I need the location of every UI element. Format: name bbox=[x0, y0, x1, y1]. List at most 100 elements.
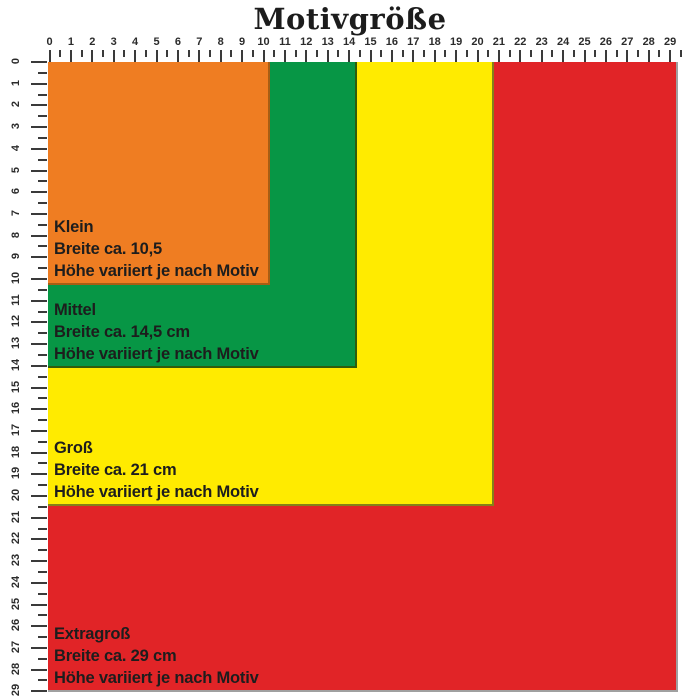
size-name: Groß bbox=[54, 439, 93, 457]
top-ruler-major-tick bbox=[433, 50, 436, 62]
top-ruler-number: 11 bbox=[279, 36, 291, 48]
left-ruler-number: 29 bbox=[10, 684, 22, 697]
size-name: Mittel bbox=[54, 301, 96, 319]
left-ruler-major-tick bbox=[31, 104, 47, 107]
left-ruler-minor-tick bbox=[38, 115, 47, 118]
top-ruler-number: 23 bbox=[535, 36, 548, 48]
left-ruler-number: 24 bbox=[10, 575, 22, 588]
left-ruler-major-tick bbox=[31, 169, 47, 172]
size-width: Breite ca. 29 cm bbox=[54, 647, 177, 665]
size-height-note: Höhe variiert je nach Motiv bbox=[54, 345, 259, 363]
left-ruler-number: 25 bbox=[10, 597, 22, 610]
top-ruler-number: 14 bbox=[342, 36, 356, 48]
left-ruler-minor-tick bbox=[38, 245, 47, 248]
top-ruler-major-tick bbox=[91, 50, 94, 62]
top-ruler-minor-tick bbox=[251, 50, 254, 57]
top-ruler-major-tick bbox=[497, 50, 500, 62]
left-ruler-major-tick bbox=[31, 256, 47, 259]
size-block-klein: Klein Breite ca. 10,5 Höhe variiert je n… bbox=[48, 62, 270, 285]
top-ruler-number: 19 bbox=[449, 36, 463, 48]
left-ruler-number: 28 bbox=[10, 662, 22, 675]
top-ruler-major-tick bbox=[647, 50, 650, 62]
top-ruler-major-tick bbox=[412, 50, 415, 62]
top-ruler-major-tick bbox=[198, 50, 201, 62]
top-ruler-major-tick bbox=[112, 50, 115, 62]
left-ruler-number: 7 bbox=[10, 209, 22, 216]
size-height-note: Höhe variiert je nach Motiv bbox=[54, 262, 259, 280]
left-ruler-minor-tick bbox=[38, 397, 47, 400]
left-ruler-major-tick bbox=[31, 538, 47, 541]
top-ruler-number: 10 bbox=[257, 36, 270, 48]
left-ruler-major-tick bbox=[31, 61, 47, 63]
left-ruler-minor-tick bbox=[38, 484, 47, 487]
left-ruler-major-tick bbox=[31, 646, 47, 649]
top-ruler-minor-tick bbox=[187, 50, 190, 57]
size-name: Extragroß bbox=[54, 625, 131, 643]
top-ruler-major-tick bbox=[326, 50, 329, 62]
left-ruler-major-tick bbox=[31, 581, 47, 584]
top-ruler-major-tick bbox=[305, 50, 308, 62]
top-ruler-number: 25 bbox=[578, 36, 591, 48]
left-ruler-number: 22 bbox=[10, 532, 22, 545]
top-ruler-number: 4 bbox=[132, 36, 139, 48]
left-ruler-major-tick bbox=[31, 560, 47, 563]
left-ruler-number: 6 bbox=[10, 188, 22, 195]
top-ruler-minor-tick bbox=[572, 50, 575, 57]
size-width: Breite ca. 14,5 cm bbox=[54, 323, 190, 341]
top-ruler-minor-tick bbox=[380, 50, 383, 57]
top-ruler-number: 18 bbox=[428, 36, 441, 48]
left-ruler-major-tick bbox=[31, 321, 47, 324]
top-ruler-minor-tick bbox=[316, 50, 318, 57]
top-ruler-major-tick bbox=[604, 50, 607, 62]
left-ruler-number: 3 bbox=[10, 123, 22, 130]
top-ruler-minor-tick bbox=[230, 50, 233, 57]
left-ruler-major-tick bbox=[31, 364, 47, 367]
top-ruler-minor-tick bbox=[144, 50, 147, 57]
top-ruler-major-tick bbox=[583, 50, 586, 62]
top-ruler-number: 28 bbox=[642, 36, 655, 48]
top-ruler-minor-tick bbox=[465, 50, 468, 57]
left-ruler-minor-tick bbox=[38, 419, 47, 422]
left-ruler-number: 5 bbox=[10, 166, 22, 173]
top-ruler-number: 8 bbox=[217, 36, 224, 48]
top-ruler-minor-tick bbox=[637, 50, 639, 57]
left-ruler-major-tick bbox=[31, 299, 47, 302]
top-ruler-number: 26 bbox=[599, 36, 613, 48]
top-ruler-number: 0 bbox=[46, 36, 53, 48]
top-ruler-major-tick bbox=[476, 50, 479, 62]
left-ruler-minor-tick bbox=[38, 267, 47, 270]
left-ruler-minor-tick bbox=[38, 527, 47, 530]
left-ruler-minor-tick bbox=[38, 592, 47, 595]
left-ruler-major-tick bbox=[31, 495, 47, 497]
top-ruler-minor-tick bbox=[123, 50, 126, 57]
top-ruler-number: 22 bbox=[514, 36, 527, 48]
top-ruler-number: 15 bbox=[364, 36, 377, 48]
top-ruler-number: 27 bbox=[621, 36, 634, 48]
left-ruler-major-tick bbox=[31, 191, 47, 194]
top-ruler-minor-tick bbox=[166, 50, 169, 57]
top-ruler-major-tick bbox=[540, 50, 543, 62]
left-ruler-number: 16 bbox=[10, 402, 22, 415]
top-ruler-minor-tick bbox=[594, 50, 597, 57]
left-ruler-major-tick bbox=[31, 278, 47, 280]
left-ruler-number: 0 bbox=[10, 57, 22, 65]
top-ruler-number: 29 bbox=[663, 36, 677, 48]
left-ruler-minor-tick bbox=[38, 332, 47, 335]
left-ruler-major-tick bbox=[31, 690, 47, 693]
left-ruler-number: 9 bbox=[10, 253, 22, 260]
left-ruler-minor-tick bbox=[38, 310, 47, 313]
top-ruler-minor-tick bbox=[209, 50, 211, 57]
left-ruler-minor-tick bbox=[38, 679, 47, 682]
top-ruler-number: 16 bbox=[385, 36, 399, 48]
left-ruler-minor-tick bbox=[38, 71, 47, 74]
size-label-mittel: Mittel Breite ca. 14,5 cm Höhe variiert … bbox=[54, 299, 259, 365]
left-ruler-major-tick bbox=[31, 668, 47, 671]
top-ruler-minor-tick bbox=[102, 50, 104, 57]
top-ruler-number: 6 bbox=[174, 36, 181, 48]
left-ruler-number: 17 bbox=[10, 423, 22, 437]
top-ruler-minor-tick bbox=[551, 50, 554, 57]
left-ruler-major-tick bbox=[31, 147, 47, 150]
top-ruler-major-tick bbox=[219, 50, 222, 62]
left-ruler-minor-tick bbox=[38, 158, 47, 161]
left-ruler-minor-tick bbox=[38, 223, 47, 226]
